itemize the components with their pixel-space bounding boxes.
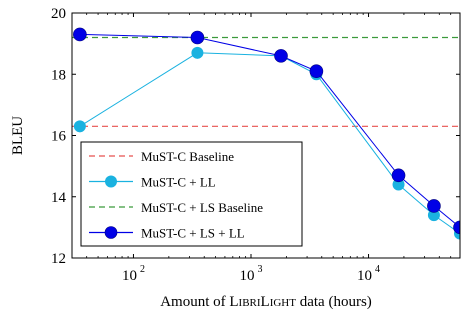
y-tick-label: 16: [51, 129, 67, 145]
y-tick-label: 12: [51, 251, 66, 267]
x-axis-label: Amount of LIBRILIGHT data (hours): [160, 294, 372, 310]
data-point: [275, 49, 288, 62]
x-axis-label-part: L: [261, 294, 270, 310]
x-tick-label: 10: [122, 268, 137, 284]
data-point: [191, 47, 203, 59]
legend-swatch-marker: [105, 227, 117, 239]
x-tick-label-exponent: 4: [375, 264, 380, 275]
data-point: [310, 65, 323, 78]
x-axis-label-part: Amount of: [160, 294, 229, 310]
y-tick-label: 18: [51, 67, 66, 83]
data-point: [191, 31, 204, 44]
legend-swatch-marker: [105, 176, 117, 188]
x-axis-label-part: L: [229, 294, 238, 310]
x-tick-label-exponent: 2: [140, 264, 145, 275]
y-tick-label: 14: [51, 190, 67, 206]
data-point: [392, 169, 405, 182]
x-tick-label: 10: [357, 268, 372, 284]
legend-label: MuST-C + LS + LL: [141, 226, 245, 241]
data-point: [73, 28, 86, 41]
legend-label: MuST-C Baseline: [141, 149, 234, 164]
x-tick-label-exponent: 3: [257, 264, 262, 275]
legend-label: MuST-C + LS Baseline: [141, 200, 263, 215]
x-axis-label-part: data (hours): [296, 294, 372, 310]
legend: MuST-C Baseline MuST-C + LL MuST-C + LS Ba…: [81, 142, 302, 246]
y-axis-label: BLEU: [10, 116, 26, 155]
x-axis-label-part: IBRI: [239, 297, 261, 309]
y-tick-label: 20: [51, 6, 66, 22]
legend-label: MuST-C + LL: [141, 175, 216, 190]
x-tick-label: 10: [239, 268, 254, 284]
x-axis-label-part: IGHT: [270, 297, 297, 309]
data-point: [74, 120, 86, 132]
data-point: [427, 199, 440, 212]
